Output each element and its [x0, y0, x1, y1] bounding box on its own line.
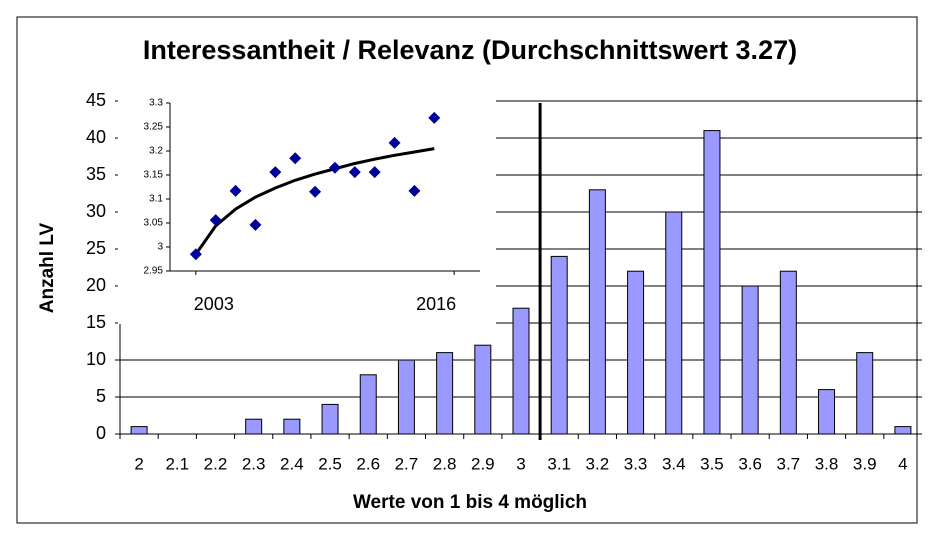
point [328, 161, 341, 174]
y-tick-label: 35 [86, 164, 106, 184]
x-tick-label: 3.3 [624, 454, 648, 473]
point [428, 111, 441, 124]
point [388, 136, 401, 149]
point [249, 218, 262, 231]
point [348, 166, 361, 179]
bar [359, 374, 377, 435]
x-tick-label: 3.6 [738, 454, 762, 473]
trend-line [194, 147, 435, 256]
bar [779, 270, 797, 435]
x-tick-label: 2.6 [356, 454, 380, 473]
point [189, 248, 202, 261]
bar [321, 403, 339, 435]
y-axis-label: Anzahl LV [37, 222, 58, 313]
x-tick-label: 2.4 [280, 454, 304, 473]
x-tick-label: 2.1 [165, 454, 189, 473]
x-tick-label: 2.8 [433, 454, 457, 473]
bar [130, 426, 148, 435]
inset-y-tick-label: 3.3 [149, 98, 163, 109]
x-tick-label: 2.7 [395, 454, 419, 473]
inset-y-tick-label: 3.25 [144, 122, 164, 133]
bar [474, 344, 492, 435]
bar [397, 359, 415, 435]
x-tick-label: 2.3 [242, 454, 266, 473]
y-tick-label: 20 [86, 275, 106, 295]
x-tick-label: 3.2 [586, 454, 610, 473]
x-tick-label: 3 [516, 454, 525, 473]
y-tick-label: 25 [86, 238, 106, 258]
chart-title: Interessantheit / Relevanz (Durchschnitt… [143, 35, 797, 65]
bar [283, 418, 301, 435]
inset-y-tick-label: 3.15 [144, 170, 164, 181]
y-tick-label: 30 [86, 201, 106, 221]
y-tick-label: 0 [96, 423, 106, 443]
inset-y-tick-label: 3.1 [149, 194, 163, 205]
inset-y-tick-label: 3.2 [149, 146, 163, 157]
point [209, 214, 222, 227]
y-tick-label: 5 [96, 386, 106, 406]
x-axis-label: Werte von 1 bis 4 möglich [353, 492, 587, 513]
point [269, 166, 282, 179]
x-tick-label: 2.2 [204, 454, 228, 473]
inset-y-tick-label: 3.05 [144, 218, 164, 229]
bar [741, 285, 759, 435]
x-tick-label: 3.4 [662, 454, 686, 473]
x-tick-label: 3.9 [853, 454, 877, 473]
inset-background [118, 92, 496, 324]
point [289, 152, 302, 165]
bar [245, 418, 263, 435]
inset-x-tick-label: 2016 [416, 294, 456, 314]
inset-y-tick-label: 3 [157, 242, 163, 253]
bar [588, 189, 606, 435]
bar [550, 255, 568, 435]
bar [512, 307, 530, 435]
bar [627, 270, 645, 435]
x-tick-label: 3.7 [777, 454, 801, 473]
bar [818, 389, 836, 435]
point [408, 184, 421, 197]
x-tick-label: 4 [898, 454, 907, 473]
inset-x-tick-label: 2003 [194, 294, 234, 314]
inset-y-tick-label: 2.95 [144, 266, 164, 277]
x-tick-label: 3.1 [547, 454, 571, 473]
y-tick-label: 15 [86, 312, 106, 332]
point [229, 184, 242, 197]
point [309, 185, 322, 198]
x-tick-label: 2.5 [318, 454, 342, 473]
bar [703, 130, 721, 435]
bar [856, 352, 874, 435]
point [368, 166, 381, 179]
x-tick-label: 3.8 [815, 454, 839, 473]
y-tick-label: 45 [86, 90, 106, 110]
bar [894, 426, 912, 435]
bar [665, 211, 683, 435]
x-tick-label: 3.5 [700, 454, 724, 473]
x-tick-label: 2 [134, 454, 143, 473]
bar [436, 352, 454, 435]
y-tick-label: 10 [86, 349, 106, 369]
y-tick-label: 40 [86, 127, 106, 147]
x-tick-label: 2.9 [471, 454, 495, 473]
